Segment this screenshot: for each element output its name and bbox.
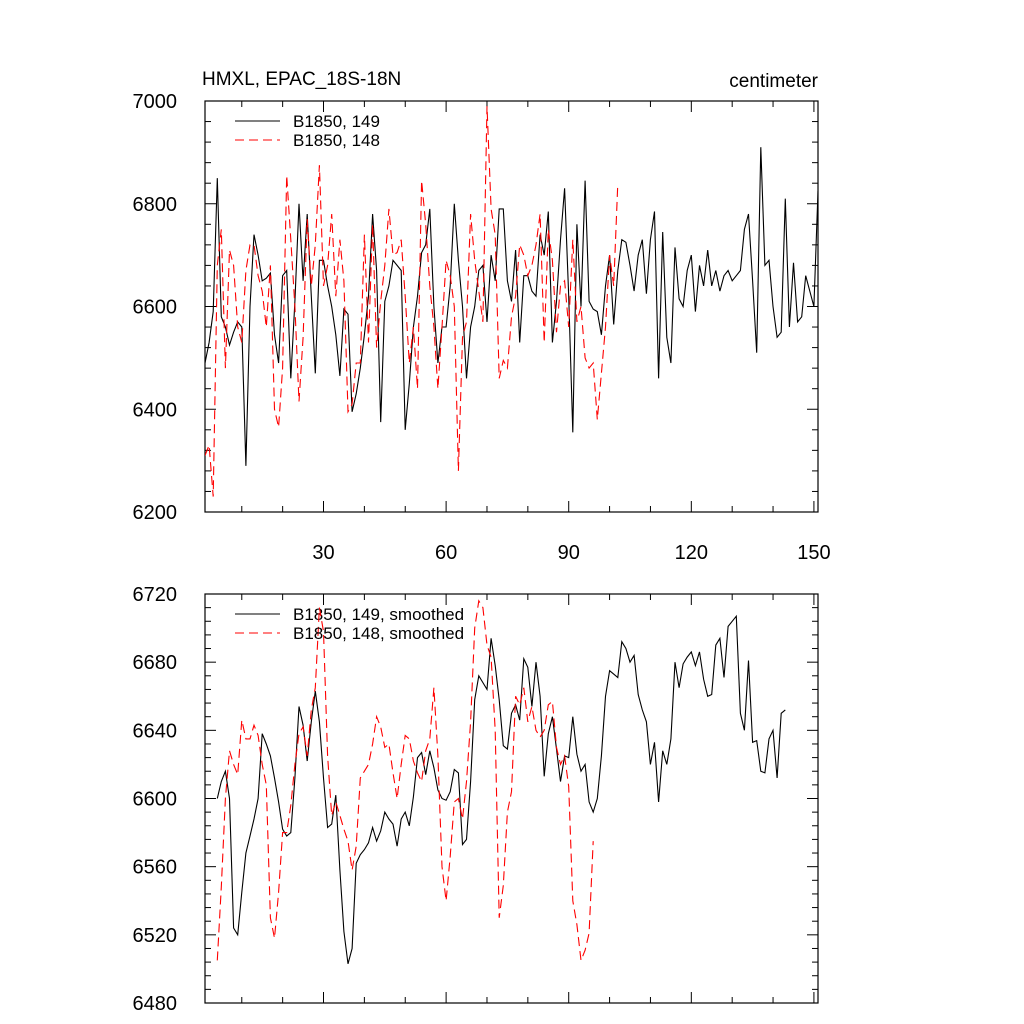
y-tick-label: 6400 bbox=[133, 399, 178, 421]
legend-label: B1850, 148 bbox=[293, 131, 380, 150]
series-line-red bbox=[216, 599, 594, 961]
bottom-panel: 6480 6520 6560 6600 6640 6680 6720 B1850, 149, … bbox=[133, 584, 819, 1015]
y-tick-label: 6640 bbox=[133, 720, 178, 742]
legend-label: B1850, 148, smoothed bbox=[293, 624, 464, 643]
x-tick-label: 120 bbox=[675, 542, 708, 564]
y-tick-label: 6600 bbox=[133, 297, 178, 319]
y-tick-label: 6480 bbox=[133, 993, 178, 1015]
x-tick-label: 150 bbox=[797, 542, 830, 564]
chart-title: HMXL, EPAC_18S-18N bbox=[202, 69, 401, 90]
units-label: centimeter bbox=[729, 71, 818, 92]
legend-label: B1850, 149, smoothed bbox=[293, 605, 464, 624]
y-tick-label: 6560 bbox=[133, 857, 178, 879]
top-panel: 6200 6400 6600 6800 7000 30 60 90 120 150 B1850, 1… bbox=[133, 91, 831, 564]
y-tick-label: 6600 bbox=[133, 789, 178, 811]
y-tick-label: 6680 bbox=[133, 652, 178, 674]
y-tick-label: 6720 bbox=[133, 584, 178, 606]
y-tick-label: 6200 bbox=[133, 502, 178, 524]
series-line-black bbox=[216, 614, 786, 964]
y-tick-label: 6800 bbox=[133, 194, 178, 216]
x-tick-label: 90 bbox=[558, 542, 580, 564]
x-tick-label: 30 bbox=[312, 542, 334, 564]
y-tick-label: 6520 bbox=[133, 925, 178, 947]
series-line-red bbox=[205, 106, 619, 497]
y-tick-label: 7000 bbox=[133, 91, 178, 113]
legend-label: B1850, 149 bbox=[293, 112, 380, 131]
series-line-black bbox=[205, 147, 818, 466]
plot-frame bbox=[204, 100, 819, 513]
x-tick-label: 60 bbox=[435, 542, 457, 564]
